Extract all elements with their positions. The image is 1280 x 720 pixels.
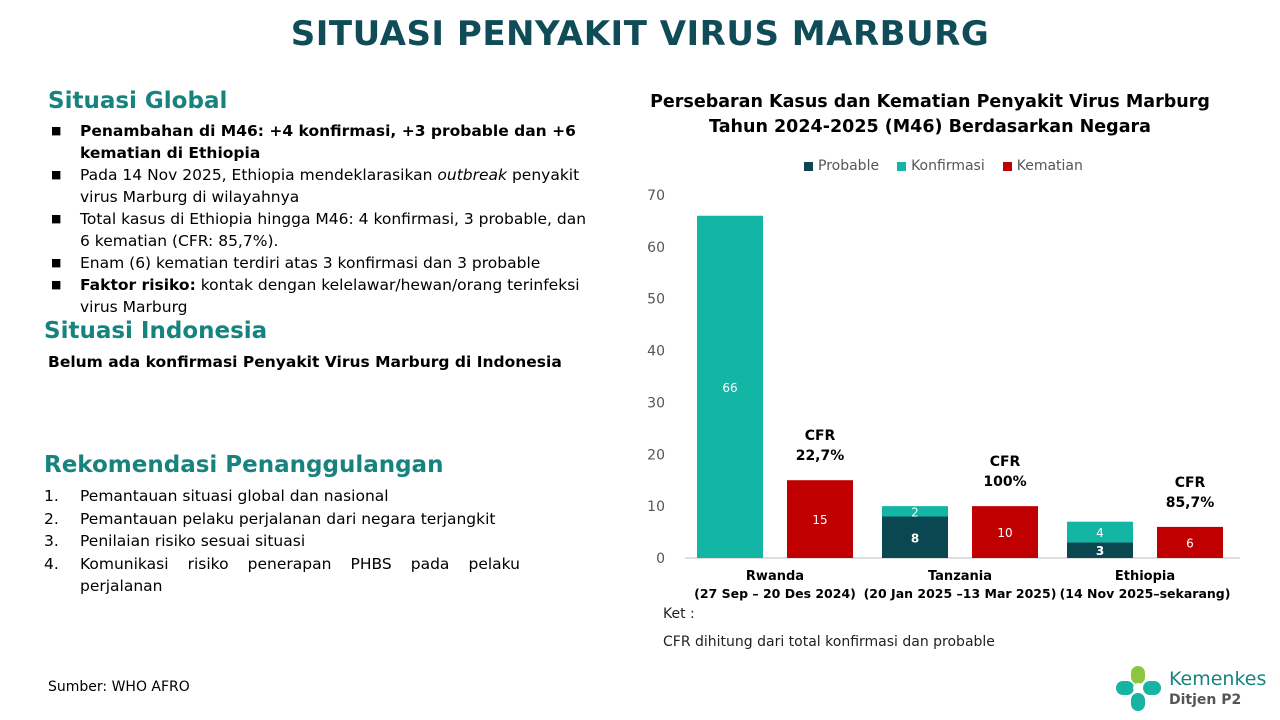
list-item: ■ Faktor risiko: kontak dengan kelelawar/… [51, 276, 580, 316]
cfr-label: CFR [990, 454, 1021, 470]
cfr-label: CFR [1175, 475, 1206, 491]
list-item: ■ Enam (6) kematian terdiri atas 3 konfir… [51, 254, 541, 272]
bar-probable [882, 516, 948, 558]
x-tick-period: (27 Sep – 20 Des 2024) [694, 586, 856, 601]
bullet-icon: ■ [51, 278, 62, 291]
y-tick-label: 20 [647, 447, 665, 463]
bar-konfirmasi [1067, 521, 1133, 543]
list-item: 4. Komunikasi risiko penerapan PHBS pada … [44, 554, 520, 596]
list-item: 3. Penilaian risiko sesuai situasi [44, 532, 306, 550]
y-tick-label: 0 [656, 551, 665, 567]
bar-label-kematian: 10 [997, 526, 1012, 540]
note-text: CFR dihitung dari total konfirmasi dan p… [663, 634, 995, 650]
list-item: ■ Total kasus di Ethiopia hingga M46: 4 k… [51, 210, 587, 250]
note-label: Ket : [663, 606, 695, 622]
bar-konfirmasi [882, 506, 948, 517]
cfr-label: CFR [805, 428, 836, 444]
y-tick-label: 10 [647, 499, 665, 515]
bar-label-kematian: 6 [1186, 536, 1194, 550]
logo-name: Kemenkes [1169, 668, 1267, 690]
cfr-value: 85,7% [1166, 495, 1215, 511]
legend-swatch-konfirmasi [897, 161, 907, 171]
list-item: ■ Penambahan di M46: +4 konfirmasi, +3 pr… [51, 122, 576, 162]
kemenkes-logo-icon [1116, 666, 1161, 711]
list-item: 1. Pemantauan situasi global dan nasional [44, 487, 389, 505]
legend-item-kematian: Kematian [1002, 158, 1083, 174]
chart-title: Persebaran Kasus dan Kematian Penyakit V… [650, 92, 1210, 137]
chart-legend: Probable Konfirmasi Kematian [804, 158, 1083, 174]
bar-kematian [787, 480, 853, 558]
list-item: 2. Pemantauan pelaku perjalanan dari nega… [44, 509, 496, 528]
x-tick-label: Ethiopia [1115, 569, 1175, 584]
logo-sub: Ditjen P2 [1169, 692, 1242, 708]
y-tick-label: 70 [647, 188, 665, 204]
bar-label-probable: 3 [1096, 544, 1104, 558]
cfr-value: 100% [983, 474, 1026, 490]
bar-label-probable: 8 [911, 531, 919, 545]
source-text: Sumber: WHO AFRO [48, 679, 190, 695]
bullet-icon: ■ [51, 212, 62, 225]
legend-item-konfirmasi: Konfirmasi [897, 158, 985, 174]
y-tick-label: 50 [647, 292, 665, 308]
bar-label-konfirmasi: 2 [911, 505, 919, 519]
recommendation-list: 1. Pemantauan situasi global dan nasional… [44, 485, 520, 598]
bar-label-konfirmasi: 4 [1096, 526, 1104, 540]
cfr-value: 22,7% [796, 448, 845, 464]
x-tick-label: Rwanda [746, 569, 804, 584]
y-tick-label: 30 [647, 395, 665, 411]
bar-kematian [1157, 526, 1223, 558]
legend-swatch-probable [804, 161, 813, 171]
kemenkes-logo: Kemenkes Ditjen P2 [1114, 664, 1274, 716]
legend-swatch-kematian [1002, 161, 1012, 171]
indonesia-heading: Situasi Indonesia [44, 318, 268, 344]
bar-konfirmasi [697, 215, 763, 558]
global-heading: Situasi Global [48, 88, 228, 114]
y-tick-label: 60 [647, 240, 665, 256]
x-tick-period: (20 Jan 2025 –13 Mar 2025) [864, 586, 1057, 601]
y-tick-label: 40 [647, 344, 665, 360]
legend-item-probable: Probable [804, 158, 879, 174]
x-tick-label: Tanzania [928, 569, 992, 584]
bar-chart: 0 10 20 30 40 50 60 70 66 15 CFR 22,7% Rwanda (27 Sep… [647, 188, 1240, 601]
bar-label-kematian: 15 [812, 513, 827, 527]
global-list: ■ Penambahan di M46: +4 konfirmasi, +3 pr… [48, 120, 588, 318]
bullet-icon: ■ [51, 124, 62, 137]
list-item: ■ Pada 14 Nov 2025, Ethiopia mendeklarasi… [51, 166, 580, 206]
bar-kematian [972, 506, 1038, 558]
page-title: SITUASI PENYAKIT VIRUS MARBURG [290, 14, 990, 54]
recommendation-heading: Rekomendasi Penanggulangan [44, 452, 444, 478]
indonesia-text: Belum ada konfirmasi Penyakit Virus Marb… [48, 353, 562, 371]
bullet-icon: ■ [51, 256, 62, 269]
bar-label-konfirmasi: 66 [722, 381, 737, 395]
x-tick-period: (14 Nov 2025–sekarang) [1060, 586, 1231, 601]
bar-probable [1067, 542, 1133, 558]
bullet-icon: ■ [51, 168, 62, 181]
